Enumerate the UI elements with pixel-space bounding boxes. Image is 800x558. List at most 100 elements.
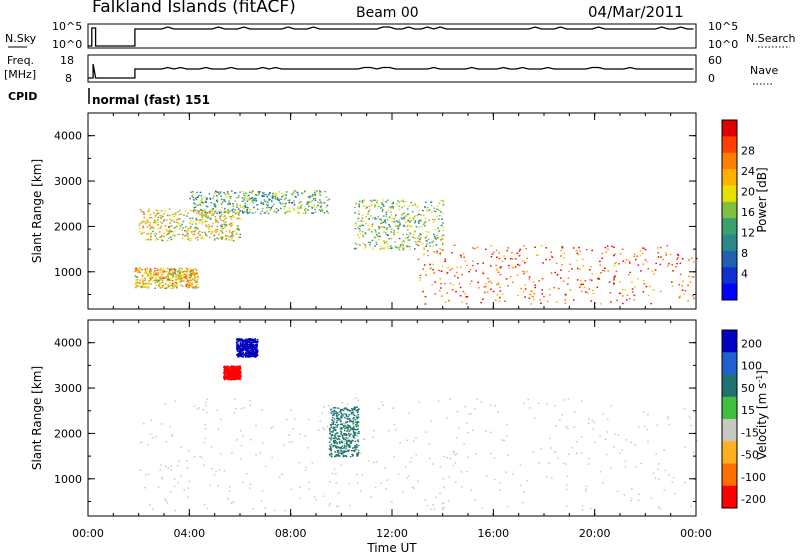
scatter-point bbox=[419, 241, 421, 243]
scatter-point bbox=[193, 233, 196, 236]
scatter-point bbox=[242, 212, 244, 214]
scatter-point bbox=[379, 245, 382, 248]
scatter-point bbox=[206, 235, 209, 237]
scatter-point bbox=[248, 356, 250, 358]
scatter-point bbox=[271, 200, 273, 202]
scatter-point bbox=[193, 231, 196, 233]
scatter-point bbox=[191, 223, 194, 225]
scatter-point bbox=[181, 237, 184, 239]
scatter-point bbox=[197, 286, 200, 289]
scatter-point bbox=[498, 257, 501, 260]
scatter-point bbox=[240, 355, 243, 358]
scatter-point bbox=[157, 271, 159, 274]
scatter-point bbox=[241, 197, 244, 199]
scatter-point bbox=[237, 375, 240, 377]
scatter-point bbox=[137, 282, 140, 284]
scatter-point bbox=[232, 371, 234, 373]
scatter-point bbox=[405, 233, 408, 236]
scatter-point bbox=[187, 282, 190, 284]
scatter-point bbox=[214, 204, 217, 207]
scatter-point bbox=[355, 202, 357, 204]
scatter-point bbox=[398, 201, 400, 203]
scatter-point bbox=[196, 212, 198, 214]
scatter-point bbox=[149, 268, 152, 270]
scatter-point bbox=[255, 350, 258, 353]
scatter-point bbox=[356, 418, 359, 420]
scatter-point bbox=[160, 476, 163, 478]
scatter-point bbox=[344, 434, 346, 436]
scatter-point bbox=[642, 247, 645, 249]
scatter-point bbox=[216, 228, 219, 231]
scatter-point bbox=[177, 277, 179, 279]
scatter-point bbox=[299, 433, 302, 435]
scatter-point bbox=[314, 208, 316, 211]
scatter-point bbox=[192, 269, 194, 271]
scatter-point bbox=[137, 272, 139, 274]
scatter-point bbox=[480, 301, 482, 304]
colorbar-swatch bbox=[722, 120, 737, 137]
scatter-point bbox=[349, 429, 352, 431]
scatter-point bbox=[135, 269, 138, 271]
scatter-point bbox=[146, 218, 149, 220]
scatter-point bbox=[331, 431, 334, 433]
scatter-point bbox=[354, 434, 356, 436]
scatter-point bbox=[135, 286, 137, 289]
scatter-point bbox=[210, 214, 213, 216]
scatter-point bbox=[393, 423, 396, 426]
scatter-point bbox=[254, 351, 256, 353]
power-colorbar-tick: 16 bbox=[741, 206, 755, 219]
scatter-point bbox=[184, 210, 187, 212]
scatter-point bbox=[334, 455, 336, 458]
scatter-point bbox=[226, 235, 229, 237]
scatter-point bbox=[301, 203, 303, 206]
scatter-point bbox=[601, 252, 604, 255]
scatter-point bbox=[357, 449, 360, 452]
scatter-point bbox=[438, 218, 440, 220]
scatter-point bbox=[263, 191, 265, 194]
scatter-point bbox=[311, 461, 314, 464]
scatter-point bbox=[419, 220, 422, 222]
scatter-point bbox=[352, 436, 355, 438]
scatter-point bbox=[560, 277, 562, 279]
scatter-point bbox=[198, 222, 201, 224]
scatter-point bbox=[195, 269, 198, 271]
scatter-point bbox=[459, 295, 462, 297]
scatter-point bbox=[141, 277, 144, 279]
scatter-point bbox=[258, 191, 260, 194]
scatter-point bbox=[139, 267, 141, 269]
scatter-point bbox=[347, 437, 350, 439]
scatter-point bbox=[161, 281, 164, 284]
scatter-point bbox=[424, 221, 427, 223]
scatter-point bbox=[398, 208, 401, 211]
scatter-point bbox=[406, 477, 409, 479]
scatter-point bbox=[449, 457, 451, 460]
scatter-point bbox=[660, 256, 662, 258]
scatter-point bbox=[155, 276, 158, 279]
scatter-point bbox=[664, 469, 667, 472]
scatter-point bbox=[366, 206, 368, 209]
scatter-point bbox=[136, 281, 138, 283]
scatter-point bbox=[339, 423, 342, 425]
scatter-point bbox=[402, 233, 404, 236]
scatter-point bbox=[163, 270, 166, 273]
scatter-point bbox=[251, 338, 254, 341]
scatter-point bbox=[227, 192, 229, 194]
scatter-point bbox=[165, 499, 167, 502]
scatter-point bbox=[553, 287, 555, 289]
scatter-point bbox=[657, 256, 660, 258]
scatter-point bbox=[429, 263, 431, 266]
scatter-point bbox=[274, 198, 277, 200]
scatter-point bbox=[418, 226, 421, 228]
scatter-point bbox=[597, 277, 599, 280]
scatter-point bbox=[141, 285, 143, 288]
scatter-point bbox=[287, 199, 289, 202]
scatter-point bbox=[344, 423, 346, 425]
scatter-point bbox=[171, 267, 173, 270]
scatter-point bbox=[419, 277, 421, 279]
scatter-point bbox=[541, 277, 544, 280]
scatter-point bbox=[192, 270, 194, 272]
scatter-point bbox=[238, 366, 240, 368]
scatter-point bbox=[228, 378, 230, 381]
scatter-point bbox=[398, 226, 401, 228]
scatter-point bbox=[261, 192, 264, 194]
